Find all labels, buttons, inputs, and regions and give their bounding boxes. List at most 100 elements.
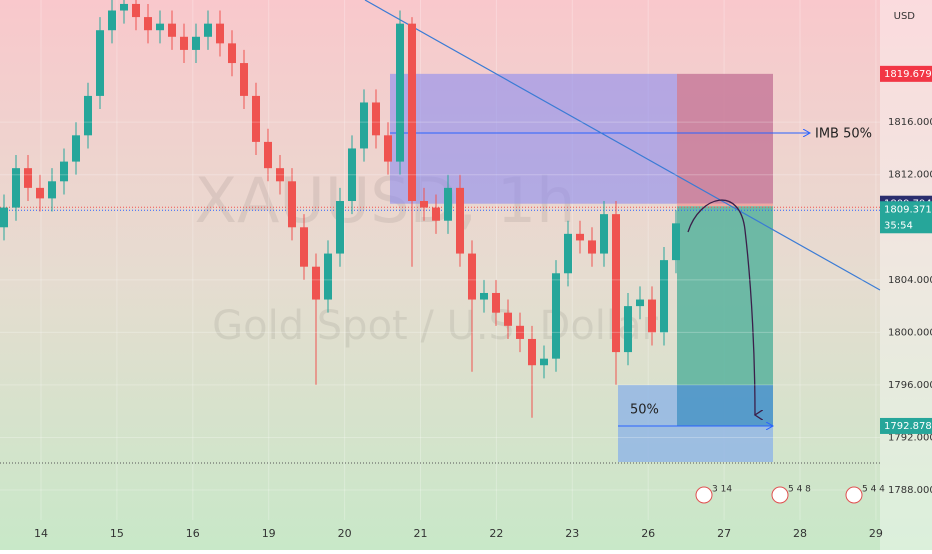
candle-body (444, 187, 452, 221)
x-tick-label: 22 (489, 527, 503, 540)
candle-body (360, 102, 368, 149)
countdown: 35:54 (884, 220, 913, 231)
imbalance-box (390, 73, 677, 204)
candle-body (528, 338, 536, 366)
x-tick-label: 27 (717, 527, 731, 540)
candle-body (564, 233, 572, 274)
candle-body (120, 3, 128, 11)
annotation: IMB 50% (815, 127, 872, 142)
candle-body (84, 95, 92, 136)
price-label-box (880, 201, 932, 234)
candle-body (432, 207, 440, 221)
y-tick-label: 1800.000 (888, 327, 932, 338)
y-tick-label: 1804.000 (888, 275, 932, 286)
event-icon (695, 486, 713, 504)
candle-body (312, 266, 320, 300)
candle-body (168, 23, 176, 37)
candle-body (276, 168, 284, 182)
candle-body (624, 306, 632, 353)
candle-body (588, 240, 596, 254)
candle-body (72, 135, 80, 162)
y-tick-label: 1812.000 (888, 170, 932, 181)
event-icon (771, 486, 789, 504)
event-icon (845, 486, 863, 504)
price-axis (880, 0, 932, 550)
target-box (677, 206, 773, 385)
y-tick-label: 1788.000 (888, 485, 932, 496)
candle-body (252, 95, 260, 142)
candle-body (132, 3, 140, 18)
candle-body (396, 23, 404, 162)
x-tick-label: 26 (641, 527, 655, 540)
candle-body (336, 201, 344, 254)
candle-body (48, 181, 56, 199)
x-tick-label: 15 (110, 527, 124, 540)
candle-body (516, 325, 524, 339)
demand-box-dark (677, 385, 773, 426)
x-tick-label: 29 (869, 527, 883, 540)
candle-body (672, 223, 680, 261)
candle-body (96, 30, 104, 96)
price-label: 1792.878 (884, 421, 932, 432)
x-tick-label: 21 (414, 527, 428, 540)
y-tick-label: 1816.000 (888, 117, 932, 128)
currency: USD (894, 11, 916, 22)
candle-body (0, 207, 8, 228)
candle-body (264, 141, 272, 169)
candle-body (576, 233, 584, 241)
candle-body (456, 187, 464, 254)
candle-body (540, 358, 548, 366)
candle-body (108, 10, 116, 31)
candle-body (552, 273, 560, 359)
candle-body (12, 168, 20, 208)
x-tick-label: 20 (338, 527, 352, 540)
candle-body (24, 168, 32, 188)
y-tick-label: 1796.000 (888, 380, 932, 391)
candle-body (288, 181, 296, 228)
stop-box (677, 73, 773, 204)
candle-body (300, 227, 308, 267)
x-tick-label: 28 (793, 527, 807, 540)
candle-body (600, 214, 608, 254)
candle-body (228, 43, 236, 64)
candle-body (492, 292, 500, 313)
price-label-box (880, 65, 932, 82)
annotation: 50% (630, 403, 659, 418)
candle-body (612, 214, 620, 353)
candle-body (240, 63, 248, 96)
event-label: 5 4 4 (862, 485, 885, 495)
x-tick-label: 16 (186, 527, 200, 540)
x-tick-label: 23 (565, 527, 579, 540)
candle-body (372, 102, 380, 136)
candle-body (216, 23, 224, 44)
plot (0, 0, 881, 464)
candle-body (192, 36, 200, 50)
price-label: 1809.371 (884, 204, 932, 215)
event-label: 3 14 (712, 485, 732, 495)
candle-body (204, 23, 212, 37)
candle-body (348, 148, 356, 202)
x-tick-label: 14 (34, 527, 48, 540)
x-tick-label: 19 (262, 527, 276, 540)
event-label: 5 4 8 (788, 485, 811, 495)
price-label-box (880, 417, 932, 434)
projection (687, 199, 755, 415)
stop-box-lower (677, 203, 773, 207)
watermark-sub: Gold Spot / U.S. Dollar (212, 303, 658, 349)
candle-body (180, 36, 188, 50)
candle-body (420, 201, 428, 208)
candle-body (480, 292, 488, 300)
y-tick-label: 1792.000 (888, 432, 932, 443)
trendline (364, 0, 881, 291)
candle-body (648, 299, 656, 333)
candle-body (504, 312, 512, 326)
candle-body (408, 23, 416, 202)
candle-body (384, 135, 392, 162)
candle-body (144, 17, 152, 31)
candle-body (660, 260, 668, 333)
candle-body (36, 187, 44, 199)
candle-body (324, 253, 332, 300)
candle-body (468, 253, 476, 300)
candle-body (60, 161, 68, 182)
